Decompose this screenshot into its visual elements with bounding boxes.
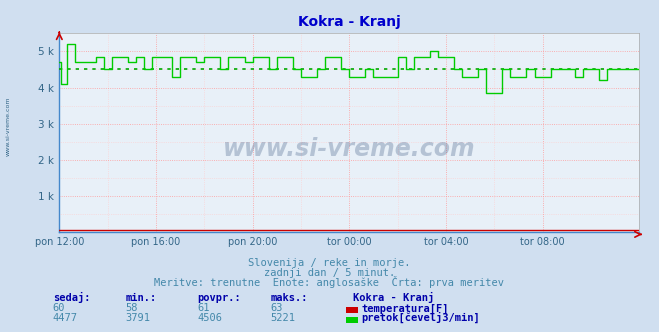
Text: zadnji dan / 5 minut.: zadnji dan / 5 minut.: [264, 268, 395, 278]
Text: 63: 63: [270, 303, 283, 313]
Text: sedaj:: sedaj:: [53, 292, 90, 303]
Text: 5221: 5221: [270, 313, 295, 323]
Text: 3791: 3791: [125, 313, 150, 323]
Text: pretok[čevelj3/min]: pretok[čevelj3/min]: [361, 312, 480, 323]
Text: maks.:: maks.:: [270, 293, 308, 303]
Text: 61: 61: [198, 303, 210, 313]
Text: temperatura[F]: temperatura[F]: [361, 303, 449, 314]
Text: www.si-vreme.com: www.si-vreme.com: [223, 137, 476, 161]
Text: 58: 58: [125, 303, 138, 313]
Title: Kokra - Kranj: Kokra - Kranj: [298, 15, 401, 29]
Text: Meritve: trenutne  Enote: anglosaške  Črta: prva meritev: Meritve: trenutne Enote: anglosaške Črta…: [154, 276, 505, 288]
Text: min.:: min.:: [125, 293, 156, 303]
Text: Kokra - Kranj: Kokra - Kranj: [353, 292, 434, 303]
Text: povpr.:: povpr.:: [198, 293, 241, 303]
Text: 4506: 4506: [198, 313, 223, 323]
Text: www.si-vreme.com: www.si-vreme.com: [5, 96, 11, 156]
Text: 4477: 4477: [53, 313, 78, 323]
Text: Slovenija / reke in morje.: Slovenija / reke in morje.: [248, 258, 411, 268]
Text: 60: 60: [53, 303, 65, 313]
